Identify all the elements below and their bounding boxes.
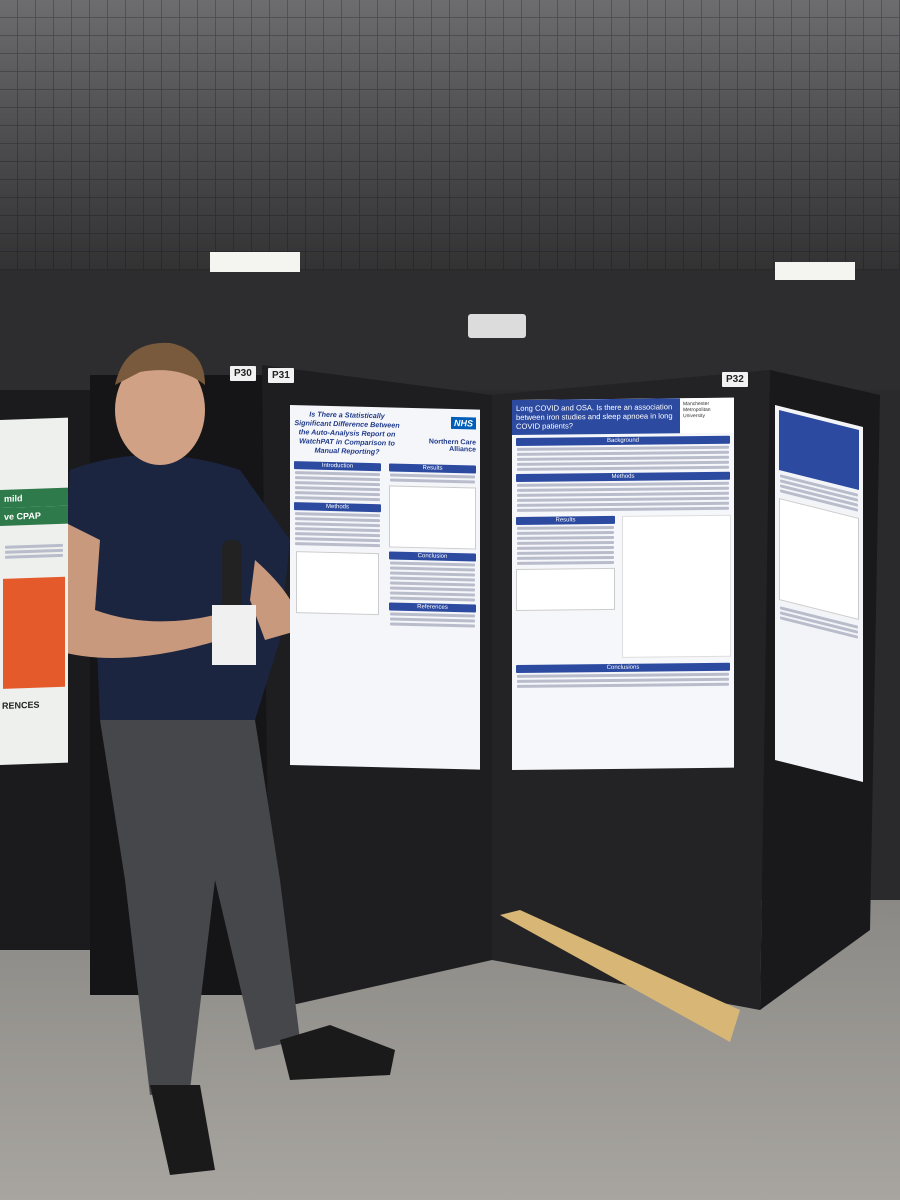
poster: mild ve CPAP RENCES	[0, 417, 68, 765]
ceiling-light	[775, 262, 855, 280]
poster-text: RENCES	[2, 699, 40, 711]
section-heading: Methods	[294, 502, 381, 513]
badge	[212, 605, 256, 665]
text-line	[390, 622, 475, 628]
arm	[250, 560, 300, 640]
jeans	[100, 720, 300, 1095]
text-line	[5, 553, 63, 559]
text-line	[517, 530, 614, 535]
poster-text: mild	[0, 487, 68, 508]
text-line	[390, 478, 475, 484]
figure	[296, 551, 379, 616]
section-heading: Conclusions	[516, 662, 730, 673]
section-heading: Introduction	[294, 461, 381, 472]
ceiling-light	[210, 252, 300, 272]
hair	[115, 342, 205, 385]
section-heading: Methods	[516, 471, 730, 482]
poster-text: ve CPAP	[0, 505, 68, 526]
poster-panel	[3, 576, 65, 689]
projector	[468, 314, 526, 338]
text-line	[390, 596, 475, 602]
section-heading: References	[389, 602, 476, 613]
text-line	[390, 612, 475, 618]
section-heading: Results	[389, 463, 476, 474]
organisation: Manchester Metropolitan University	[683, 400, 711, 420]
figure	[389, 485, 476, 550]
text-line	[390, 566, 475, 572]
table	[516, 567, 615, 611]
text-line	[390, 591, 475, 597]
organisation: Northern Care Alliance	[428, 438, 476, 454]
poster-title: Long COVID and OSA. Is there an associat…	[512, 398, 680, 435]
figure	[622, 514, 731, 658]
section-heading: Background	[516, 435, 730, 446]
board-label: P30	[230, 366, 256, 381]
text-line	[517, 545, 614, 550]
text-line	[390, 581, 475, 587]
text-line	[517, 540, 614, 545]
cardboard	[500, 910, 740, 1042]
text-line	[5, 548, 63, 554]
section-heading: Conclusion	[389, 551, 476, 562]
text-line	[390, 571, 475, 577]
text-line	[517, 560, 614, 565]
text-line	[390, 576, 475, 582]
text-line	[517, 525, 614, 530]
poster: Is There a Statistically Significant Dif…	[290, 405, 480, 770]
shoe	[280, 1025, 395, 1080]
text-line	[517, 535, 614, 540]
shoe	[150, 1085, 215, 1175]
poster-title: Is There a Statistically Significant Dif…	[294, 409, 400, 457]
text-line	[390, 561, 475, 567]
head	[115, 355, 205, 465]
arm	[48, 520, 220, 658]
text-line	[517, 465, 729, 471]
text-line	[517, 550, 614, 555]
text-line	[390, 586, 475, 592]
logo: NHS	[450, 416, 476, 430]
text-line	[517, 682, 729, 688]
text-line	[390, 473, 475, 479]
board-label: P31	[268, 368, 294, 383]
poster: Long COVID and OSA. Is there an associat…	[512, 397, 734, 770]
figure	[779, 497, 859, 620]
poster	[775, 405, 863, 782]
text-line	[295, 496, 380, 502]
text-line	[390, 617, 475, 623]
section-heading: Results	[516, 515, 615, 525]
person	[48, 342, 395, 1175]
text-line	[295, 542, 380, 548]
text-line	[5, 543, 63, 549]
text-line	[517, 555, 614, 560]
board-label: P32	[722, 372, 748, 387]
